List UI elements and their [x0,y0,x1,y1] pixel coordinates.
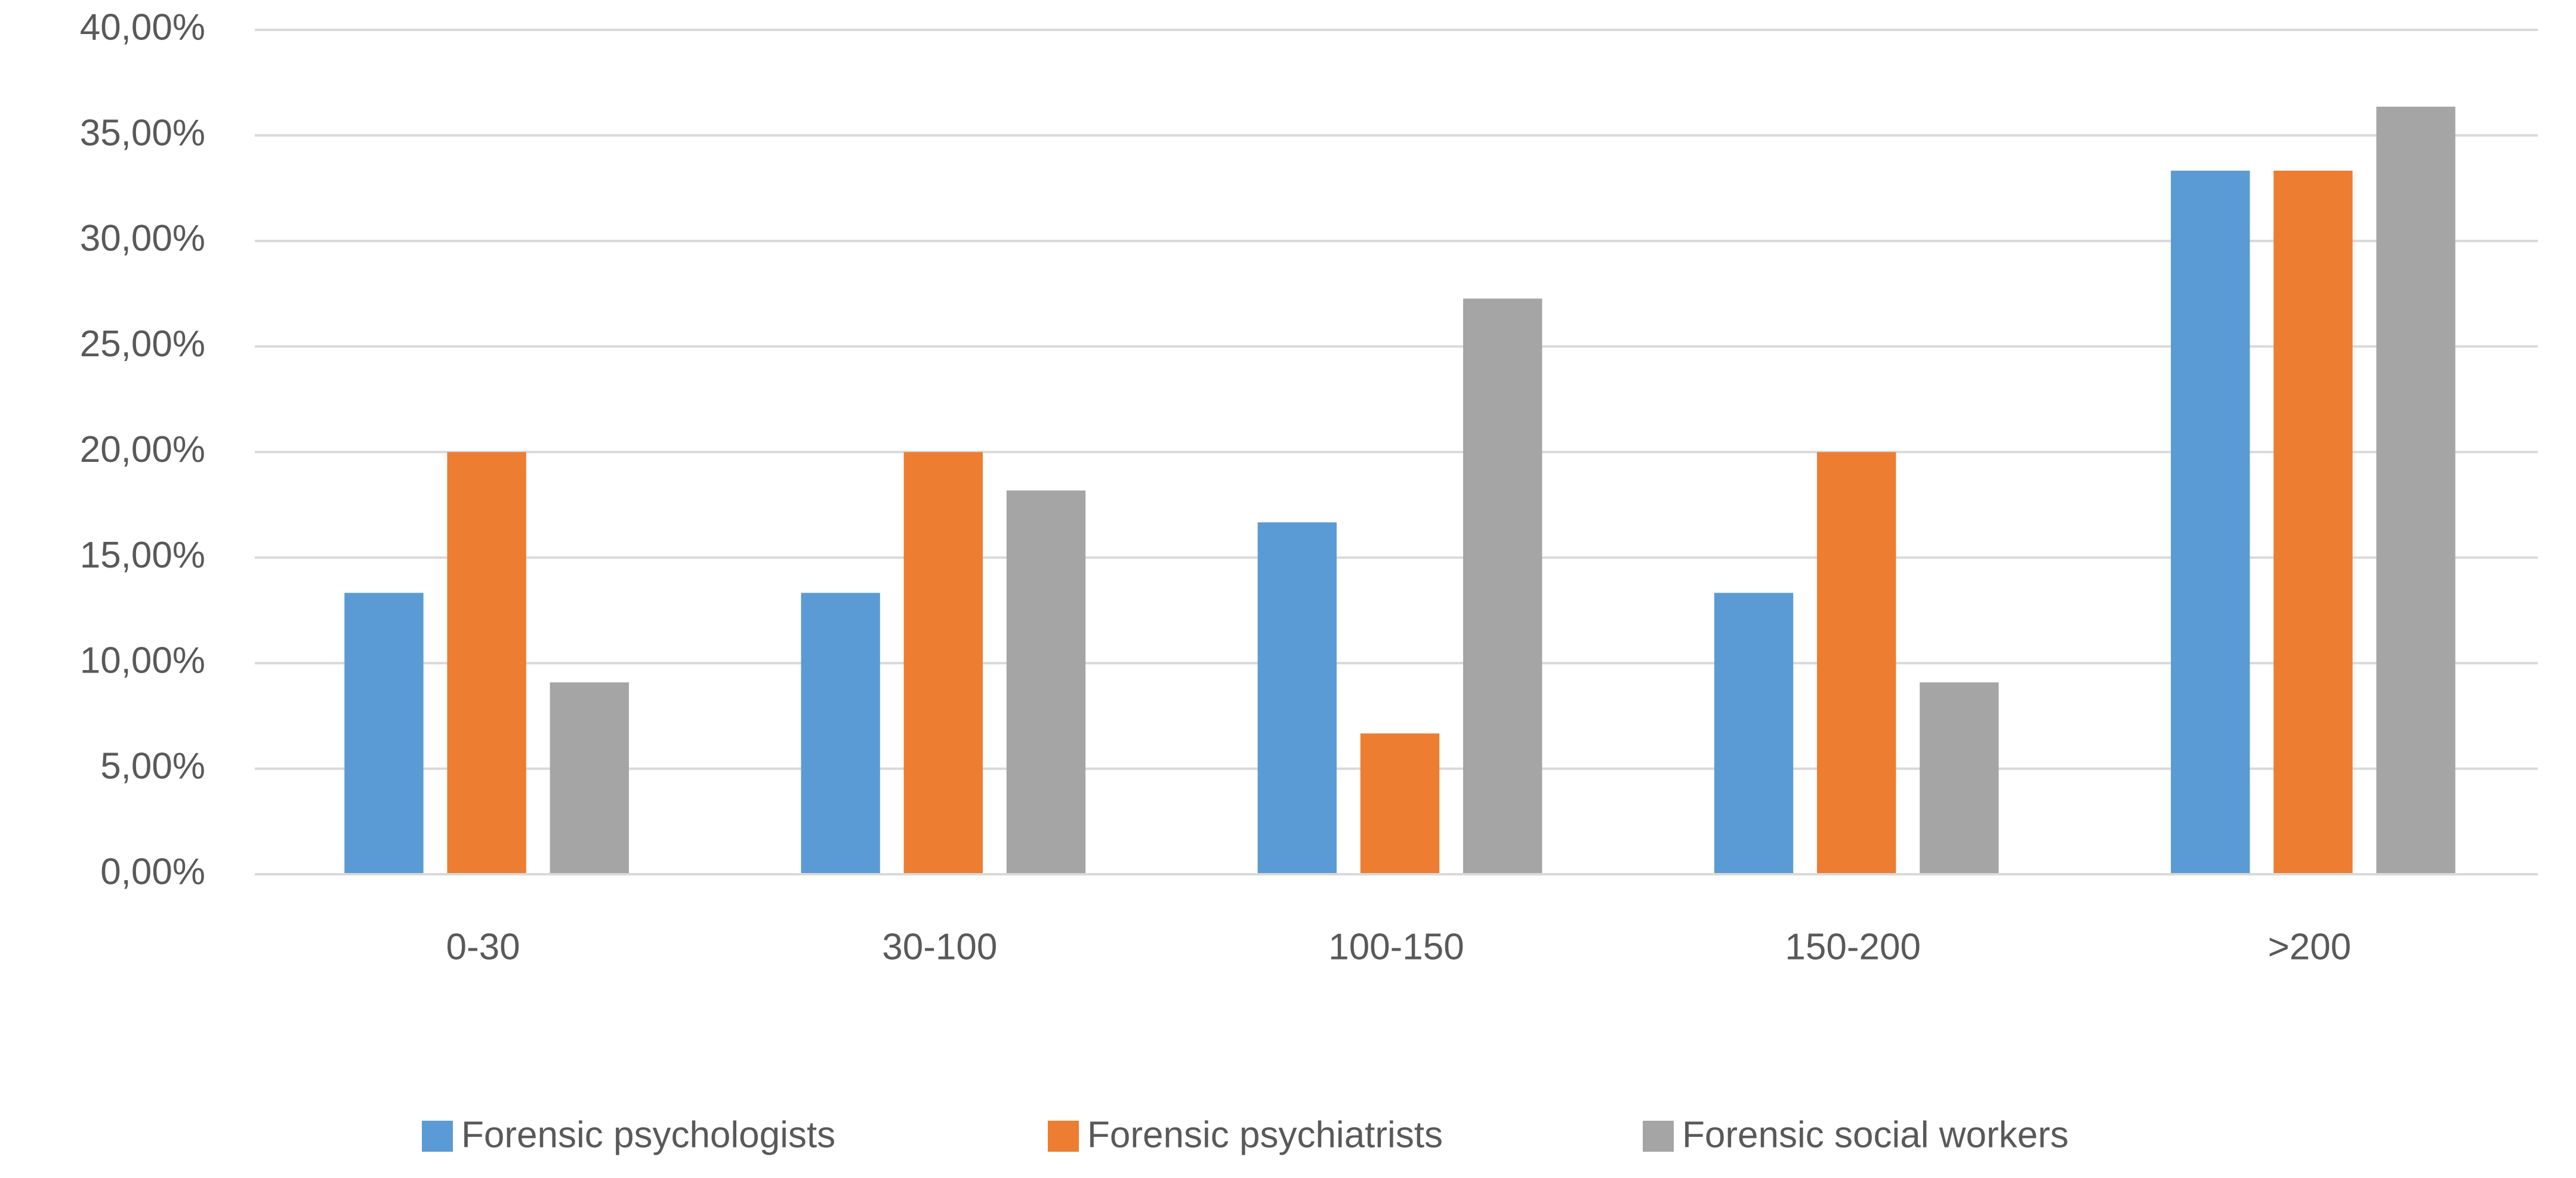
bar [1817,452,1896,874]
x-tick-label: 30-100 [882,926,997,967]
legend-label: Forensic psychologists [461,1114,835,1155]
bar [1360,733,1440,874]
bar [447,452,526,874]
legend-swatch [1643,1121,1674,1152]
x-tick-label: 100-150 [1328,926,1464,967]
x-tick-label: >200 [2268,926,2352,967]
y-tick-label: 40,00% [80,7,205,48]
bar [1463,298,1542,875]
bar [801,593,880,874]
y-tick-label: 10,00% [80,640,205,681]
y-tick-label: 20,00% [80,429,205,470]
y-tick-label: 15,00% [80,535,205,576]
bar [1257,522,1337,874]
legend-swatch [422,1121,453,1152]
bar [344,593,424,874]
bar [1920,682,1999,874]
y-tick-label: 25,00% [80,323,205,365]
x-tick-label: 0-30 [446,926,520,967]
bar [1714,593,1794,874]
bar [2171,170,2250,874]
legend-label: Forensic social workers [1682,1114,2069,1155]
legend-label: Forensic psychiatrists [1087,1114,1443,1155]
bar [903,452,983,874]
bar [550,682,629,874]
legend-swatch [1048,1121,1079,1152]
y-tick-label: 30,00% [80,218,205,259]
y-tick-label: 0,00% [100,851,205,892]
bar [2376,106,2455,874]
y-tick-label: 5,00% [100,746,205,787]
x-tick-label: 150-200 [1785,926,1921,967]
y-tick-label: 35,00% [80,112,205,153]
bar [2273,170,2353,874]
bar [1006,490,1086,874]
